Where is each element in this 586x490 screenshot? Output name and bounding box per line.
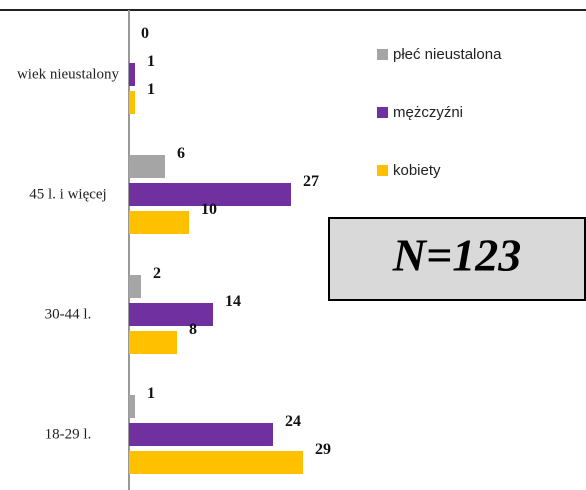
legend-label: mężczyźni [393,104,463,121]
legend-swatch [377,165,388,176]
bar [129,451,303,474]
value-label: 1 [147,385,155,402]
bar [129,211,189,234]
legend-label: płeć nieustalona [393,46,502,63]
legend-swatch [377,49,388,60]
bar [129,423,273,446]
bar [129,331,177,354]
annotation-box [328,217,586,301]
category-label: 18-29 l. [44,426,92,442]
bar [129,91,135,114]
value-label: 8 [189,321,197,338]
annotation: N=123 [392,230,521,281]
bar [129,63,135,86]
category-label: wiek nieustalony [16,66,120,82]
legend-swatch [377,107,388,118]
bar [129,395,135,418]
value-label: 1 [147,53,155,70]
bar [129,183,291,206]
value-label: 2 [153,265,161,282]
value-label: 14 [225,293,241,310]
category-label: 30-44 l. [44,306,92,322]
value-label: 1 [147,81,155,98]
value-label: 29 [315,441,331,458]
value-label: 10 [201,201,217,218]
bar [129,155,165,178]
bar [129,303,213,326]
value-label: 0 [141,25,149,42]
value-label: 24 [285,413,301,430]
category-label: 45 l. i więcej [29,186,107,202]
value-label: 27 [303,173,319,190]
bar [129,275,141,298]
legend-label: kobiety [393,162,441,179]
value-label: 6 [177,145,185,162]
